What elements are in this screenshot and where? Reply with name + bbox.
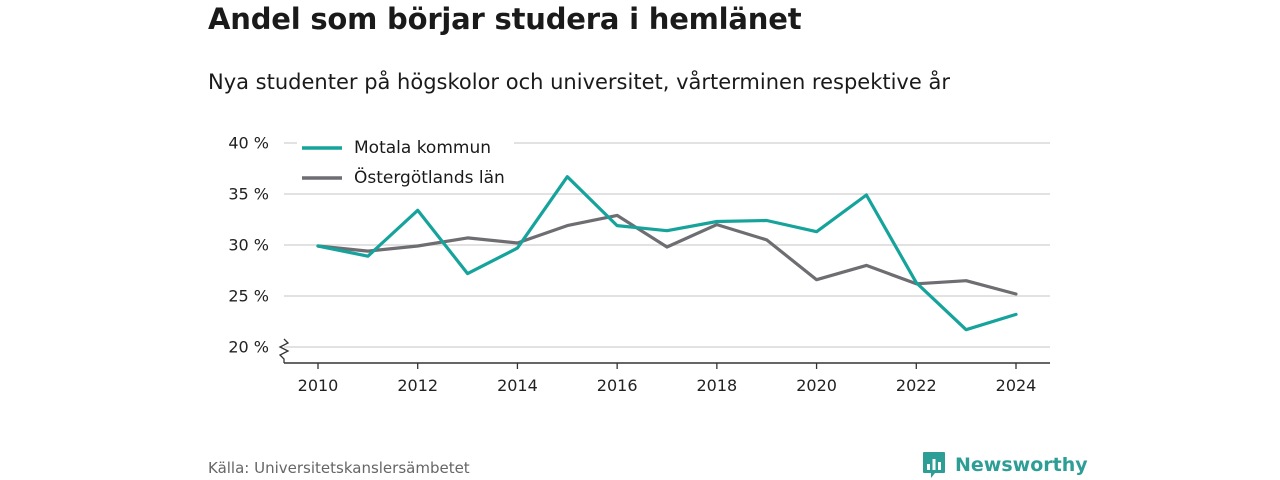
y-tick-label: 30 % — [228, 236, 269, 255]
x-tick-label: 2018 — [696, 376, 737, 395]
series-line — [316, 213, 1018, 296]
legend-item-background — [297, 168, 514, 190]
chart-title: Andel som börjar studera i hemlänet — [208, 2, 802, 36]
x-tick-label: 2014 — [497, 376, 538, 395]
x-tick-label: 2012 — [397, 376, 438, 395]
x-tick-label: 2016 — [597, 376, 638, 395]
source-note: Källa: Universitetskanslersämbetet — [208, 459, 470, 477]
axes: 20 % 25 % 30 % 35 % 40 % 2010 2012 2014 2016 2018… — [228, 134, 1050, 395]
bar-chart-speech-bubble-icon — [923, 452, 945, 478]
y-tick-label: 20 % — [228, 338, 269, 357]
chart-subtitle: Nya studenter på högskolor och universit… — [208, 70, 950, 94]
y-tick-label: 25 % — [228, 287, 269, 306]
x-tick-label: 2020 — [796, 376, 837, 395]
series-lines — [316, 175, 1018, 332]
newsworthy-brand: Newsworthy — [922, 450, 1088, 480]
legend-label: Motala kommun — [354, 138, 491, 158]
x-tick-label: 2022 — [896, 376, 937, 395]
x-tick-label: 2024 — [996, 376, 1037, 395]
legend-item-background — [297, 138, 514, 160]
y-tick-label: 35 % — [228, 185, 269, 204]
legend: Motala kommun Östergötlands län — [297, 138, 514, 190]
series-line — [316, 175, 1018, 332]
legend-label: Östergötlands län — [354, 166, 505, 188]
brand-name: Newsworthy — [955, 454, 1088, 476]
zigzag-axis-break-icon — [278, 338, 290, 363]
y-tick-label: 40 % — [228, 134, 269, 153]
line-chart: 20 % 25 % 30 % 35 % 40 % 2010 2012 2014 2016 2018… — [228, 134, 1050, 395]
x-tick-label: 2010 — [298, 376, 339, 395]
